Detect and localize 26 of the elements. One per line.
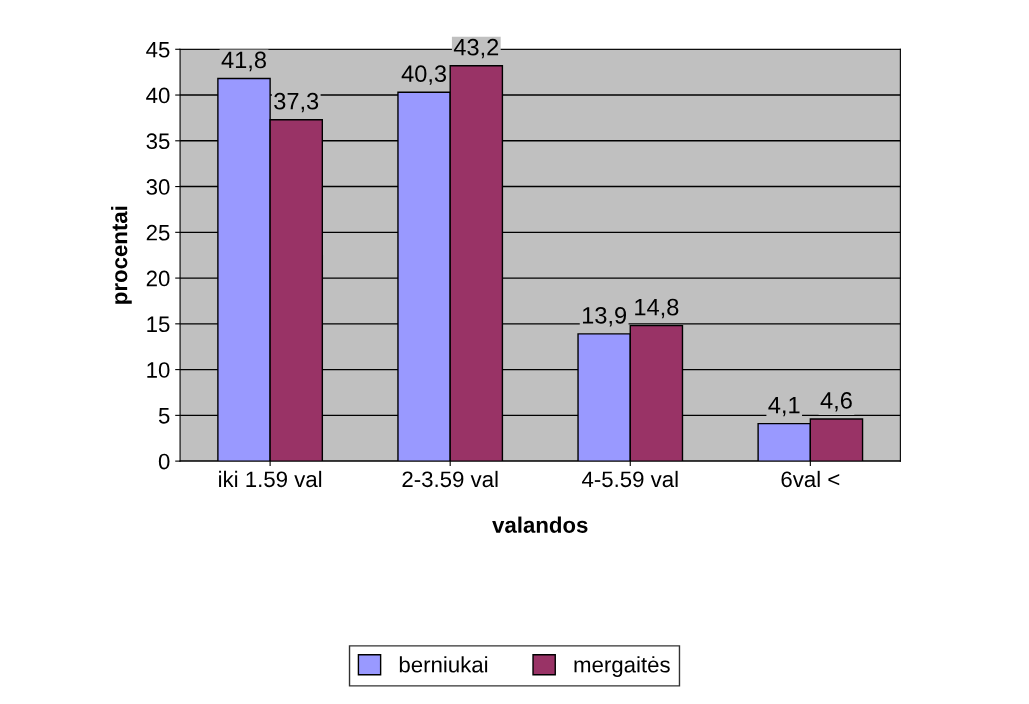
x-tick-label: 6val < — [781, 470, 840, 488]
y-tick-label: 5 — [158, 408, 170, 424]
legend-label: berniukai — [399, 656, 488, 673]
y-tick-label: 30 — [146, 179, 170, 195]
data-label: 41,8 — [221, 51, 266, 72]
y-tick-label: 0 — [158, 453, 170, 470]
y-tick-label: 35 — [146, 133, 170, 150]
y-tick-label: 15 — [147, 316, 170, 333]
y-tick-label: 45 — [146, 42, 170, 58]
y-tick-label: 25 — [146, 224, 170, 241]
data-label: 13,9 — [582, 306, 627, 327]
x-tick-label: iki 1.59 val — [219, 470, 322, 488]
x-tick-label: 4-5.59 val — [581, 470, 678, 488]
y-tick-label: 20 — [146, 270, 170, 287]
y-tick-label: 40 — [146, 87, 170, 104]
x-tick-label: 2-3.59 val — [402, 470, 498, 488]
legend-label: mergaitės — [574, 656, 670, 677]
data-label: 37,3 — [274, 92, 319, 113]
data-label: 40,3 — [401, 65, 447, 85]
x-axis-title: valandos — [492, 516, 588, 533]
data-label: 14,8 — [635, 298, 679, 319]
data-label: 43,2 — [453, 38, 499, 59]
data-label: 4,6 — [820, 392, 852, 412]
data-label: 4,1 — [768, 396, 800, 417]
y-tick-label: 10 — [147, 362, 170, 378]
y-axis-title: procentai — [111, 206, 132, 304]
